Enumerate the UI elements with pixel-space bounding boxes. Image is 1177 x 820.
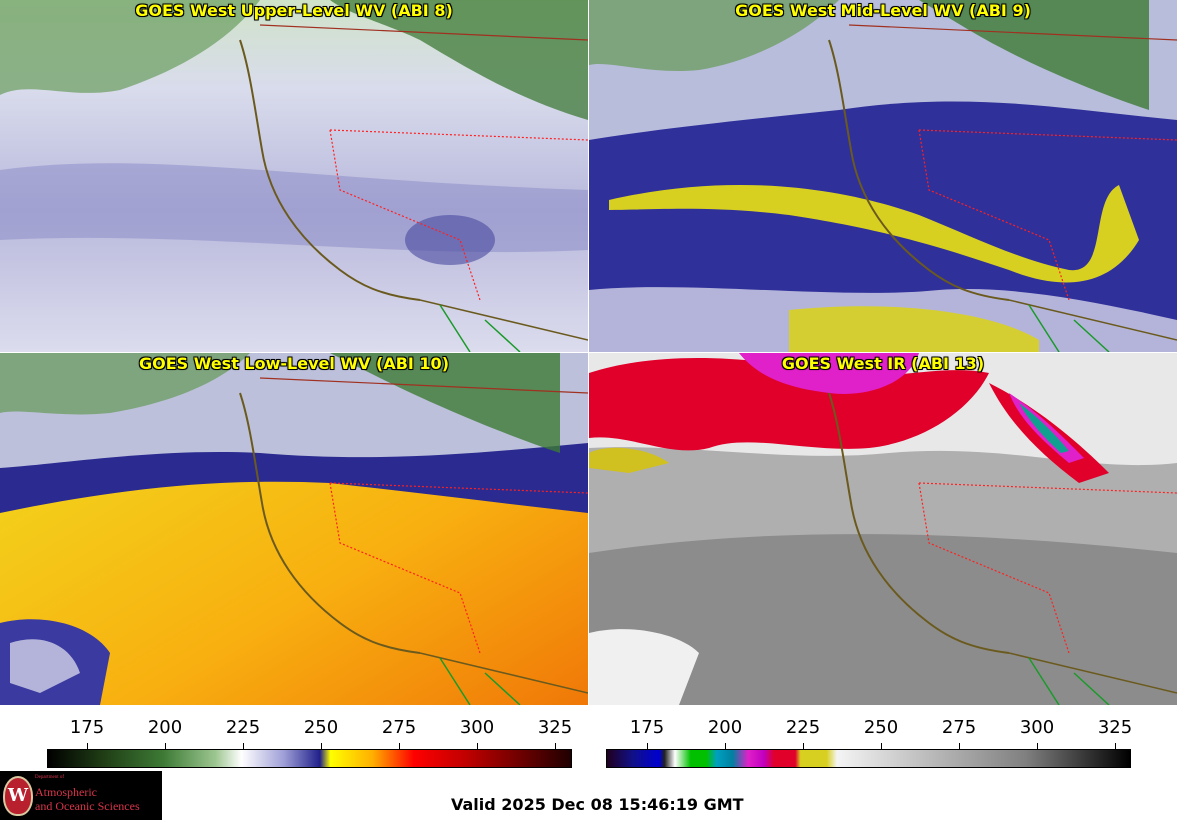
ir-image (589, 353, 1177, 705)
ir-tick-label: 200 (707, 717, 743, 738)
logo-dept-text: Department of (35, 775, 65, 780)
ir-colorbar-gradient (606, 749, 1131, 768)
wv-tick-label: 275 (381, 717, 417, 738)
logo-line-2: and Oceanic Sciences (35, 799, 140, 813)
low-level-wv-image (0, 353, 588, 705)
mid-level-wv-image (589, 0, 1177, 352)
wv-tick-label: 250 (303, 717, 339, 738)
wv-tick-mark (87, 743, 88, 749)
panel-title: GOES West Mid-Level WV (ABI 9) (735, 1, 1031, 20)
ir-panel: GOES West IR (ABI 13) (589, 353, 1177, 705)
upper-level-wv-panel: GOES West Upper-Level WV (ABI 8) (0, 0, 588, 352)
university-seal-icon: W (3, 776, 33, 816)
ir-tick-label: 225 (785, 717, 821, 738)
ir-tick-label: 250 (863, 717, 899, 738)
ir-tick-label: 175 (629, 717, 665, 738)
panel-title: GOES West IR (ABI 13) (781, 354, 985, 373)
logo-line-1: Atmospheric (35, 785, 97, 799)
ir-tick-mark (803, 743, 804, 749)
wv-tick-mark (399, 743, 400, 749)
ir-tick-mark (881, 743, 882, 749)
wv-tick-mark (477, 743, 478, 749)
low-level-wv-panel: GOES West Low-Level WV (ABI 10) (0, 353, 588, 705)
mid-level-wv-panel: GOES West Mid-Level WV (ABI 9) (589, 0, 1177, 352)
panel-title: GOES West Upper-Level WV (ABI 8) (135, 1, 453, 20)
valid-time: Valid 2025 Dec 08 15:46:19 GMT (451, 795, 744, 814)
ir-tick-mark (725, 743, 726, 749)
wv-tick-mark (321, 743, 322, 749)
panel-title: GOES West Low-Level WV (ABI 10) (138, 354, 449, 373)
ir-tick-label: 300 (1019, 717, 1055, 738)
wv-tick-label: 325 (537, 717, 573, 738)
ir-tick-label: 325 (1097, 717, 1133, 738)
ir-tick-mark (1115, 743, 1116, 749)
ir-tick-mark (647, 743, 648, 749)
wv-tick-mark (165, 743, 166, 749)
wv-tick-label: 175 (69, 717, 105, 738)
ir-tick-mark (959, 743, 960, 749)
upper-level-wv-image (0, 0, 588, 352)
wv-colorbar-gradient (47, 749, 572, 768)
wv-tick-mark (243, 743, 244, 749)
wv-tick-label: 200 (147, 717, 183, 738)
wv-tick-label: 300 (459, 717, 495, 738)
wv-tick-label: 225 (225, 717, 261, 738)
aos-logo: W Department of Atmospheric and Oceanic … (0, 771, 162, 820)
ir-tick-label: 275 (941, 717, 977, 738)
ir-tick-mark (1037, 743, 1038, 749)
wv-tick-mark (555, 743, 556, 749)
